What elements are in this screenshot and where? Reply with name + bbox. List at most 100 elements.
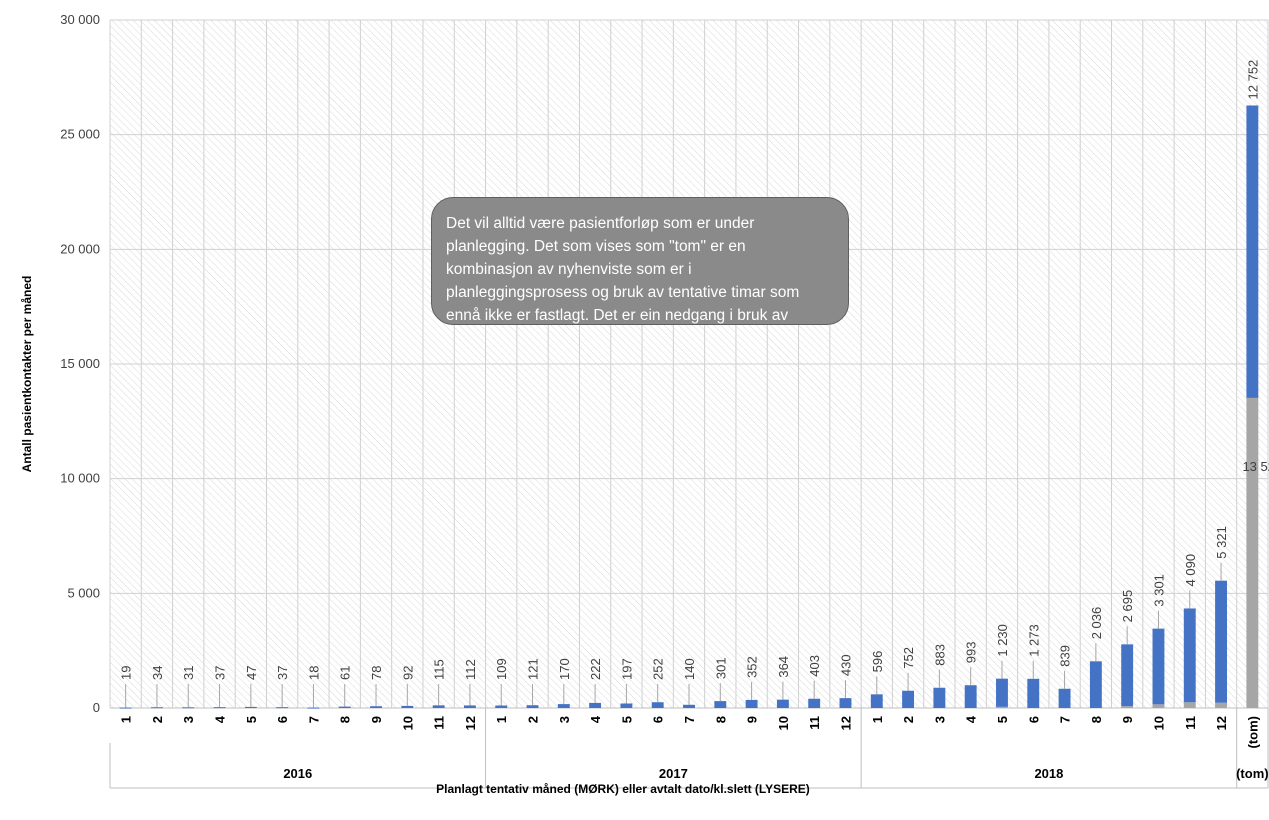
x-tick-label: 11 bbox=[1183, 716, 1198, 730]
y-tick-label: 25 000 bbox=[60, 127, 100, 142]
annotation-callout: Det vil alltid være pasientforløp som er… bbox=[431, 197, 849, 325]
x-tick-label: 4 bbox=[213, 715, 228, 723]
x-tick-label: 6 bbox=[1026, 716, 1041, 723]
bar-segment-dark bbox=[276, 707, 289, 709]
bar-segment-dark bbox=[870, 694, 883, 708]
y-tick-label: 0 bbox=[93, 700, 100, 715]
x-tick-label: 5 bbox=[244, 716, 259, 723]
x-tick-label: 9 bbox=[745, 716, 760, 723]
data-label: 883 bbox=[932, 644, 947, 666]
data-label: 352 bbox=[745, 656, 760, 678]
bar-segment-dark bbox=[370, 706, 382, 708]
data-label: 752 bbox=[901, 647, 916, 669]
x-tick-label: 5 bbox=[995, 716, 1010, 723]
bar-segment-dark bbox=[1058, 688, 1071, 708]
x-axis-title: Planlagt tentativ måned (MØRK) eller avt… bbox=[436, 782, 810, 796]
bar-segment-light bbox=[1183, 702, 1196, 708]
bar-segment-dark bbox=[432, 705, 445, 708]
data-label: 112 bbox=[463, 659, 478, 680]
bar-segment-dark bbox=[808, 698, 821, 708]
x-tick-label: 7 bbox=[1058, 716, 1073, 723]
data-label: 4 090 bbox=[1183, 554, 1198, 587]
group-label: (tom) bbox=[1236, 766, 1269, 781]
bar-segment-light bbox=[996, 706, 1008, 708]
data-label: 222 bbox=[588, 658, 603, 680]
data-label: 37 bbox=[275, 666, 290, 680]
bar-segment-dark bbox=[119, 707, 132, 709]
bar-segment-dark bbox=[557, 704, 570, 708]
bar-segment-dark bbox=[589, 702, 602, 708]
x-tick-label: 12 bbox=[463, 716, 478, 730]
bar-segment-dark bbox=[1089, 661, 1102, 708]
bar-segment-dark bbox=[1246, 105, 1259, 398]
x-tick-label: 9 bbox=[1120, 716, 1135, 723]
group-label: 2016 bbox=[283, 766, 312, 781]
data-label: 2 695 bbox=[1120, 590, 1135, 623]
data-label: 301 bbox=[713, 657, 728, 679]
bar-segment-dark bbox=[996, 678, 1008, 707]
x-tick-label: 11 bbox=[807, 716, 822, 730]
bar-segment-dark bbox=[307, 707, 320, 709]
data-label: 18 bbox=[306, 666, 321, 680]
data-label: 403 bbox=[807, 655, 822, 677]
x-tick-label: 1 bbox=[494, 716, 509, 723]
data-label: 34 bbox=[150, 666, 165, 680]
group-label: 2018 bbox=[1034, 766, 1063, 781]
data-label: 2 036 bbox=[1089, 607, 1104, 640]
bar-segment-dark bbox=[964, 685, 977, 708]
x-tick-label: 9 bbox=[369, 716, 384, 723]
bar-segment-dark bbox=[683, 704, 695, 708]
x-tick-label: 2 bbox=[901, 716, 916, 723]
x-tick-label: 5 bbox=[619, 716, 634, 723]
bar-segment-dark bbox=[526, 705, 539, 708]
x-tick-label: (tom) bbox=[1245, 716, 1260, 749]
bar-segment-dark bbox=[1121, 644, 1134, 707]
x-tick-label: 2 bbox=[150, 716, 165, 723]
data-label: 1 273 bbox=[1026, 624, 1041, 657]
x-tick-label: 6 bbox=[651, 716, 666, 723]
y-tick-label: 10 000 bbox=[60, 471, 100, 486]
x-tick-label: 1 bbox=[870, 716, 885, 723]
bar-segment-dark bbox=[182, 707, 195, 709]
bar-segment-dark bbox=[651, 702, 664, 708]
data-label: 12 752 bbox=[1245, 60, 1260, 100]
data-label-light: 13 521 bbox=[1242, 459, 1269, 474]
bar-segment-dark bbox=[150, 707, 163, 709]
data-label: 596 bbox=[870, 651, 885, 673]
data-label: 19 bbox=[119, 666, 134, 680]
data-label: 3 301 bbox=[1151, 574, 1166, 607]
y-tick-label: 20 000 bbox=[60, 241, 100, 256]
x-tick-label: 12 bbox=[838, 716, 853, 730]
x-tick-label: 8 bbox=[338, 716, 353, 723]
group-label: 2017 bbox=[659, 766, 688, 781]
data-label: 5 321 bbox=[1214, 526, 1229, 559]
data-label: 197 bbox=[619, 658, 634, 680]
data-label: 993 bbox=[964, 642, 979, 664]
x-tick-label: 10 bbox=[1151, 716, 1166, 730]
bar-segment-light bbox=[1215, 702, 1228, 708]
data-label: 121 bbox=[526, 658, 541, 680]
bar-segment-dark bbox=[401, 705, 414, 708]
bar-segment-dark bbox=[338, 706, 351, 708]
bar-segment-dark bbox=[495, 705, 508, 708]
x-tick-label: 2 bbox=[526, 716, 541, 723]
data-label: 140 bbox=[682, 658, 697, 680]
data-label: 170 bbox=[557, 658, 572, 680]
y-tick-label: 30 000 bbox=[60, 12, 100, 27]
data-label: 31 bbox=[181, 666, 196, 680]
x-tick-label: 6 bbox=[275, 716, 290, 723]
data-label: 109 bbox=[494, 658, 509, 680]
x-tick-label: 7 bbox=[682, 716, 697, 723]
x-tick-label: 11 bbox=[432, 716, 447, 730]
x-tick-label: 3 bbox=[932, 716, 947, 723]
x-tick-label: 12 bbox=[1214, 716, 1229, 730]
bar-segment-light bbox=[1121, 706, 1134, 708]
bar-segment-dark bbox=[1183, 608, 1196, 703]
bar-segment-dark bbox=[933, 687, 946, 708]
bar-segment-light bbox=[1152, 704, 1165, 708]
data-label: 839 bbox=[1058, 645, 1073, 667]
bar-segment-dark bbox=[463, 705, 476, 708]
x-tick-label: 1 bbox=[119, 716, 134, 723]
x-tick-label: 4 bbox=[964, 715, 979, 723]
